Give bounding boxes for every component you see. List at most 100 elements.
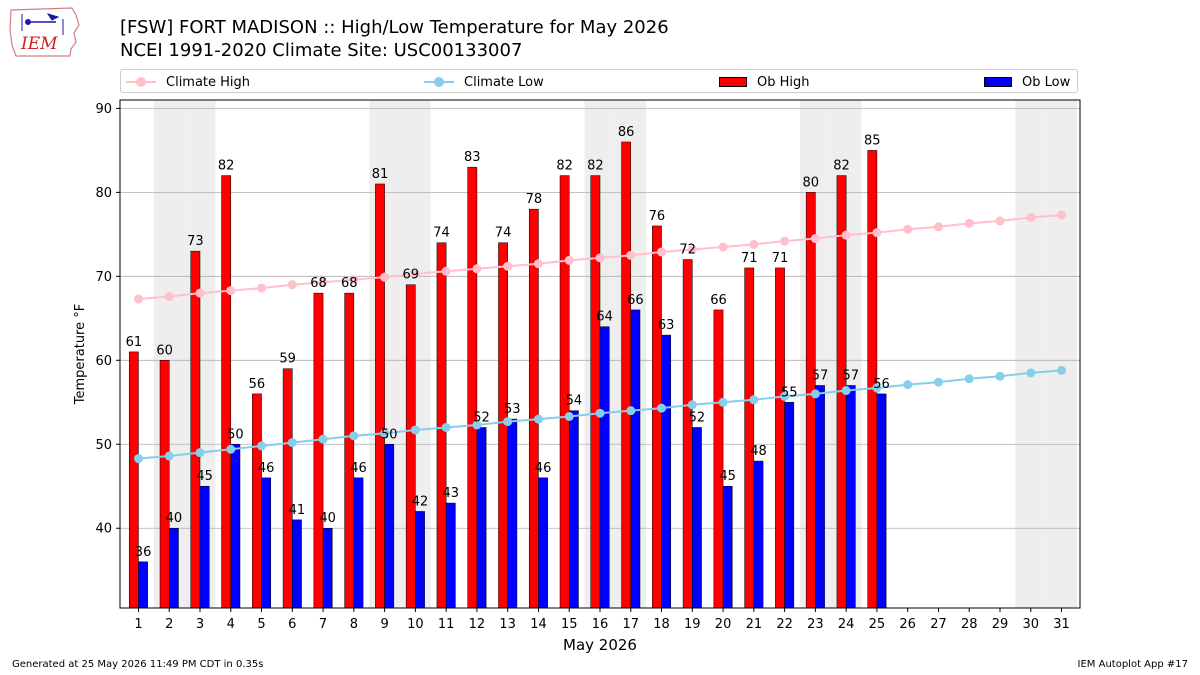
x-tick-label: 27 [930,617,947,632]
weekend-band [1015,100,1047,608]
generated-timestamp: Generated at 25 May 2026 11:49 PM CDT in… [12,659,264,670]
y-axis-label: Temperature °F [73,304,88,405]
ob-low-bar [722,485,733,609]
legend-label-ob-high: Ob High [757,74,810,90]
climate-high-point [195,288,205,298]
ob-high-swatch [719,77,747,87]
climate-low-swatch [424,77,454,87]
ob-high-bar [375,183,385,609]
ob-low-bar [415,511,425,609]
climate-low-point [595,408,605,418]
climate-high-point [133,294,143,304]
iem-logo: IEM [9,7,80,57]
ob-high-label: 71 [741,251,758,266]
climate-high-point [287,280,297,290]
ob-low-bar [261,477,272,609]
climate-low-point [903,380,913,390]
climate-high-point [995,216,1005,226]
x-tick-label: 3 [196,617,204,632]
x-tick-label: 23 [807,617,824,632]
climate-low-point [995,371,1005,381]
ob-low-bar [322,527,333,609]
y-tick-label: 90 [95,102,112,117]
climate-low-point [164,451,174,461]
ob-high-label: 81 [372,167,389,182]
x-tick-label: 2 [165,617,173,632]
ob-low-label: 46 [258,461,275,476]
ob-low-bar [138,561,148,609]
climate-high-point [164,291,174,301]
ob-low-label: 57 [842,368,859,383]
ob-low-label: 36 [135,545,152,560]
ob-high-label: 69 [402,268,419,283]
ob-high-label: 74 [495,226,512,241]
ob-high-bar [159,360,170,609]
climate-low-point [1057,365,1067,375]
x-tick-label: 26 [899,617,916,632]
x-tick-label: 20 [715,617,732,632]
x-tick-label: 30 [1022,617,1039,632]
climate-low-point [841,386,851,396]
x-axis-label: May 2026 [563,636,637,654]
climate-high-point [718,242,728,252]
climate-low-point [564,412,574,422]
climate-high-point [964,218,974,228]
climate-low-point [933,377,943,387]
x-tick-label: 9 [380,617,388,632]
x-tick-label: 11 [438,617,455,632]
ob-high-bar [652,225,662,609]
climate-high-point [903,224,913,234]
ob-high-bar [559,175,570,609]
x-tick-label: 10 [407,617,424,632]
app-credit: IEM Autoplot App #17 [1077,659,1188,670]
legend-label-climate-low: Climate Low [464,74,544,90]
climate-low-point [287,438,297,448]
ob-high-label: 82 [587,159,604,174]
ob-low-label: 66 [627,293,644,308]
logo-text: IEM [20,34,58,54]
x-tick-label: 21 [746,617,763,632]
ob-high-label: 72 [679,243,696,258]
x-tick-label: 29 [992,617,1009,632]
x-tick-label: 15 [561,617,578,632]
climate-high-point [780,236,790,246]
x-tick-label: 12 [469,617,486,632]
climate-high-point [564,255,574,265]
x-tick-label: 28 [961,617,978,632]
climate-low-point [810,389,820,399]
climate-high-point [595,253,605,263]
climate-high-point [626,250,636,260]
y-tick-label: 80 [95,186,112,201]
x-tick-label: 14 [530,617,547,632]
ob-high-label: 80 [802,175,819,190]
climate-high-point [657,247,667,257]
ob-high-label: 85 [864,133,881,148]
climate-low-point [195,448,205,458]
ob-low-bar [661,334,672,609]
legend-label-ob-low: Ob Low [1022,74,1071,90]
ob-high-label: 61 [126,335,143,350]
ob-low-label: 50 [227,427,244,442]
ob-high-bar [128,351,139,609]
ob-high-label: 56 [249,377,266,392]
climate-low-point [626,406,636,416]
legend-item-ob-high: Ob High [719,73,810,91]
ob-high-label: 60 [156,343,173,358]
climate-high-point [810,234,820,244]
ob-high-label: 73 [187,234,204,249]
climate-high-point [933,222,943,232]
climate-high-point [349,275,359,285]
y-tick-label: 70 [95,270,112,285]
ob-low-bar [476,427,487,609]
ob-low-label: 46 [535,461,552,476]
weather-icon [21,13,64,35]
climate-low-point [472,420,482,430]
climate-low-point [318,434,328,444]
ob-low-bar [445,502,456,609]
chart-legend: Climate High Climate Low Ob High Ob Low [120,69,1078,93]
x-tick-label: 31 [1053,617,1070,632]
climate-low-point [657,403,667,413]
ob-low-bar [692,427,702,609]
ob-low-label: 43 [442,486,459,501]
x-tick-label: 19 [684,617,701,632]
